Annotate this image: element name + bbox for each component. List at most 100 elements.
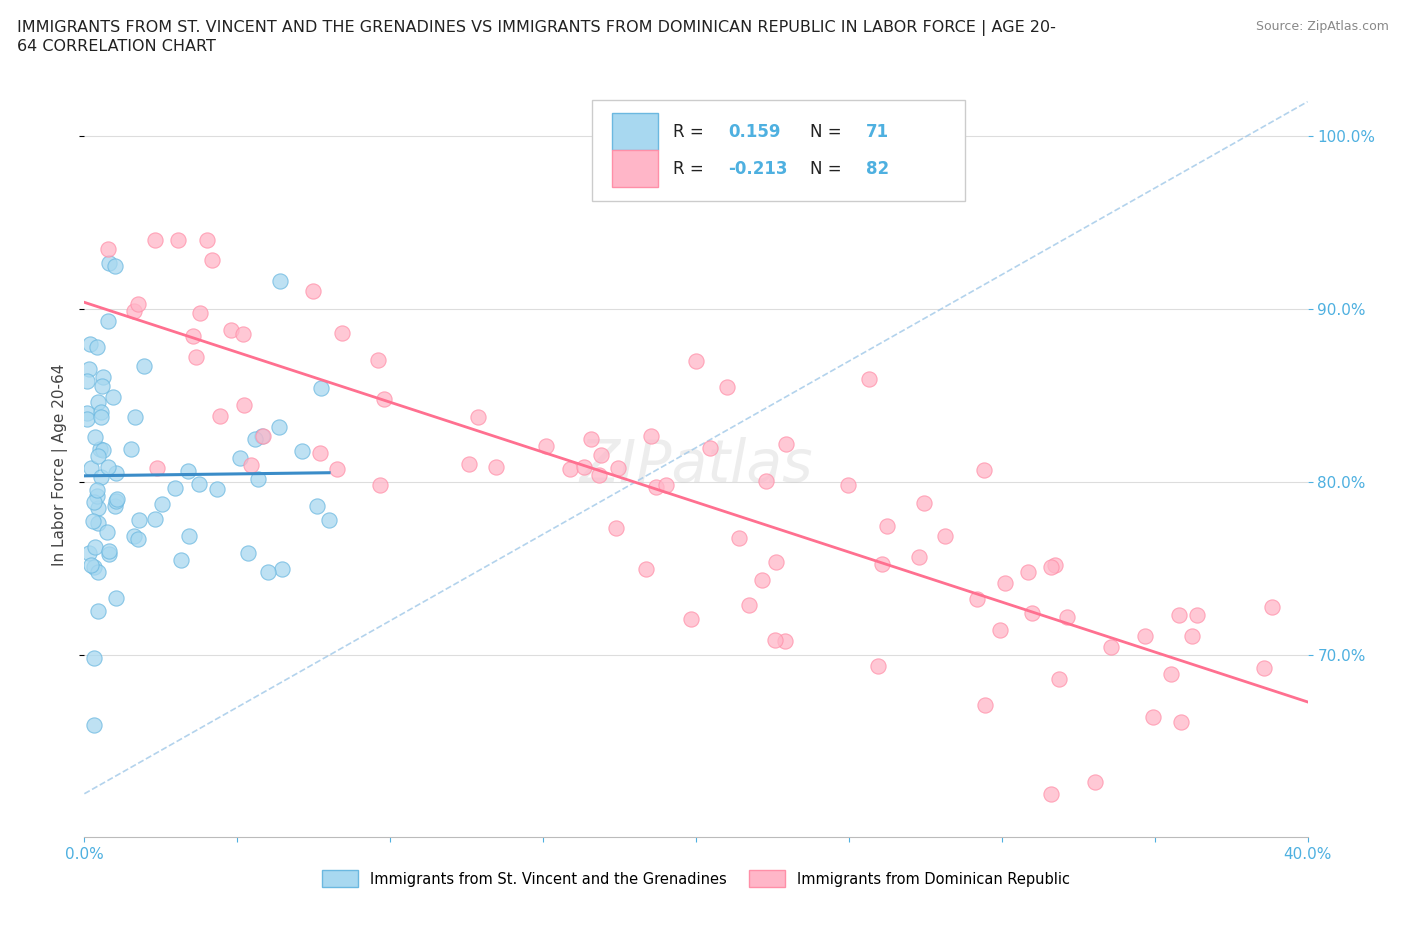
- Point: [1056, 609, 1078, 624]
- Text: -0.213: -0.213: [728, 160, 787, 178]
- Point: [122, 529, 145, 544]
- Point: [716, 379, 738, 394]
- Point: [201, 252, 224, 267]
- Point: [368, 477, 391, 492]
- Point: [104, 591, 127, 605]
- Point: [97, 314, 120, 329]
- Point: [122, 304, 145, 319]
- Point: [558, 461, 581, 476]
- Point: [574, 460, 596, 475]
- Point: [80, 557, 103, 572]
- Point: [994, 576, 1017, 591]
- Point: [127, 297, 149, 312]
- Point: [120, 442, 142, 457]
- Point: [77, 546, 100, 561]
- Point: [101, 390, 124, 405]
- Point: [90, 469, 112, 484]
- Point: [679, 612, 702, 627]
- Point: [765, 554, 787, 569]
- Point: [685, 353, 707, 368]
- Point: [605, 520, 627, 535]
- Point: [181, 328, 204, 343]
- Point: [82, 514, 104, 529]
- Point: [868, 658, 890, 673]
- Point: [699, 441, 721, 456]
- Point: [1047, 671, 1070, 686]
- Point: [229, 451, 252, 466]
- Point: [243, 432, 266, 446]
- Point: [98, 546, 121, 561]
- Point: [308, 445, 330, 460]
- Point: [727, 530, 749, 545]
- Point: [373, 392, 395, 406]
- Point: [467, 409, 489, 424]
- Point: [104, 259, 127, 273]
- Point: [240, 458, 263, 472]
- Point: [83, 494, 105, 509]
- Point: [238, 545, 260, 560]
- Point: [252, 429, 274, 444]
- Point: [124, 409, 146, 424]
- Point: [1253, 660, 1275, 675]
- Point: [309, 381, 332, 396]
- Bar: [612, 151, 658, 188]
- Point: [83, 560, 105, 575]
- Point: [291, 444, 314, 458]
- Point: [330, 326, 353, 340]
- Point: [634, 562, 657, 577]
- Point: [1142, 710, 1164, 724]
- Point: [84, 540, 107, 555]
- Point: [96, 525, 118, 539]
- Text: IMMIGRANTS FROM ST. VINCENT AND THE GRENADINES VS IMMIGRANTS FROM DOMINICAN REPU: IMMIGRANTS FROM ST. VINCENT AND THE GREN…: [17, 20, 1056, 54]
- Point: [179, 528, 201, 543]
- Point: [775, 437, 797, 452]
- FancyBboxPatch shape: [592, 100, 965, 201]
- Point: [738, 598, 761, 613]
- Point: [145, 232, 167, 247]
- Point: [302, 284, 325, 299]
- Point: [645, 480, 668, 495]
- Point: [256, 565, 278, 579]
- Point: [89, 410, 111, 425]
- Point: [1084, 775, 1107, 790]
- Point: [1170, 715, 1192, 730]
- Point: [76, 412, 98, 427]
- Point: [87, 604, 110, 618]
- Text: R =: R =: [672, 123, 709, 140]
- Point: [86, 483, 108, 498]
- Point: [751, 573, 773, 588]
- Point: [97, 544, 120, 559]
- Point: [209, 408, 232, 423]
- Point: [87, 449, 110, 464]
- Point: [232, 327, 254, 342]
- Point: [195, 232, 218, 247]
- Text: 71: 71: [866, 123, 889, 140]
- Point: [170, 552, 193, 567]
- Point: [1160, 667, 1182, 682]
- Point: [232, 398, 254, 413]
- Point: [1168, 607, 1191, 622]
- Text: R =: R =: [672, 160, 709, 178]
- Point: [876, 519, 898, 534]
- Point: [763, 632, 786, 647]
- Point: [973, 462, 995, 477]
- Text: N =: N =: [810, 123, 846, 140]
- Point: [655, 478, 678, 493]
- Point: [167, 232, 190, 247]
- Point: [97, 242, 120, 257]
- Point: [367, 352, 389, 367]
- Text: 82: 82: [866, 160, 889, 178]
- Point: [589, 447, 612, 462]
- Bar: [612, 113, 658, 151]
- Point: [97, 255, 120, 270]
- Point: [188, 305, 211, 320]
- Point: [485, 460, 508, 475]
- Point: [105, 494, 128, 509]
- Text: ZIPatlas: ZIPatlas: [579, 436, 813, 494]
- Legend: Immigrants from St. Vincent and the Grenadines, Immigrants from Dominican Republ: Immigrants from St. Vincent and the Gren…: [316, 865, 1076, 893]
- Point: [83, 651, 105, 666]
- Point: [1039, 786, 1062, 801]
- Point: [912, 496, 935, 511]
- Point: [86, 488, 108, 503]
- Point: [872, 557, 894, 572]
